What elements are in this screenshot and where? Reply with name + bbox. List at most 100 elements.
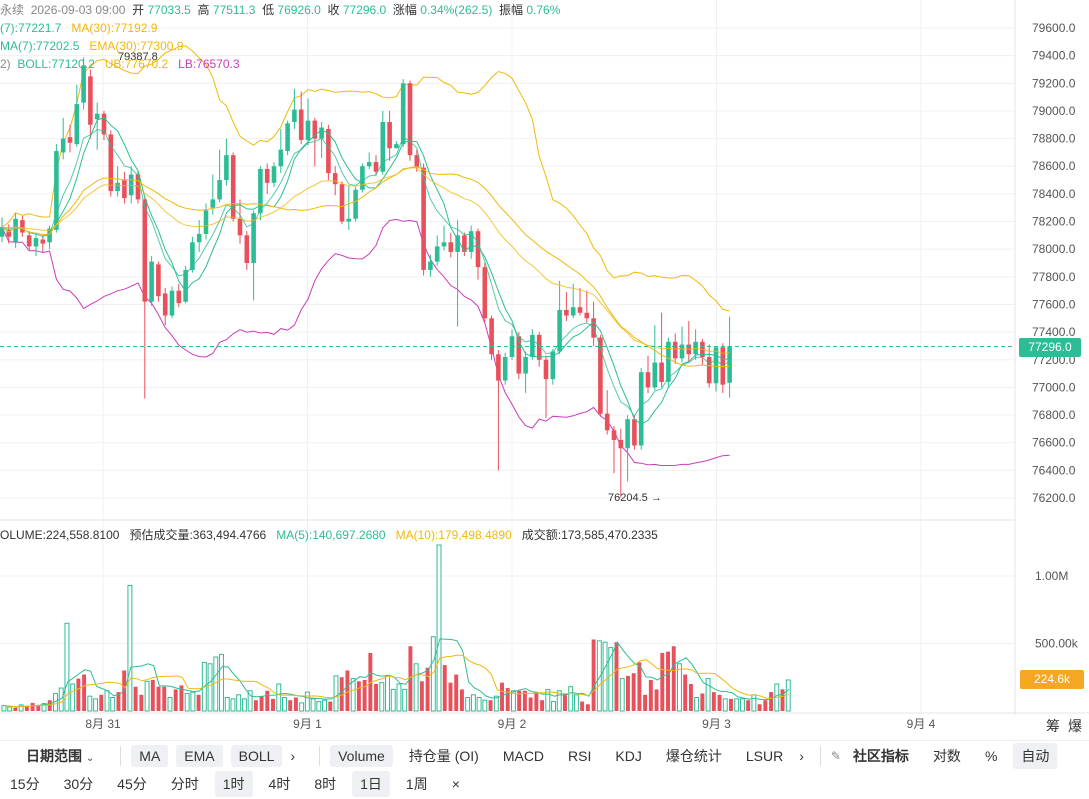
volume-bar (660, 652, 665, 711)
percent-scale-button[interactable]: % (984, 748, 998, 764)
price-tick-label: 79600.0 (1032, 21, 1076, 35)
volume-series (1, 544, 791, 712)
interval-8h[interactable]: 8时 (314, 776, 337, 792)
candle-body (305, 120, 311, 140)
chip-distribution-button[interactable]: 筹 (1046, 718, 1060, 734)
volume-bar (654, 689, 659, 711)
interval-1w[interactable]: 1周 (405, 776, 428, 792)
log-scale-button[interactable]: 对数 (932, 748, 961, 764)
volume-bar (677, 663, 682, 712)
candle-body (468, 231, 474, 252)
date-range-button[interactable]: 日期范围 ⌄ (18, 743, 102, 769)
ma-button[interactable]: MA (131, 745, 169, 767)
volume-bar (47, 700, 52, 711)
candle-body (156, 264, 161, 297)
ma30-value: MA(30):77192.9 (71, 21, 158, 35)
oi-button[interactable]: 持仓量 (OI) (408, 748, 479, 764)
candle-body (618, 439, 624, 449)
price-chart[interactable]: 79600.0 79400.0 79200.0 79000.0 78800.0 78600… (0, 0, 1089, 740)
time-tick-label: 9月 1 (293, 717, 322, 731)
candle-body (366, 162, 372, 167)
volume-bar (173, 689, 178, 711)
boll-button[interactable]: BOLL (230, 745, 283, 767)
date-range-label: 日期范围 (26, 748, 82, 764)
volume-bar (580, 701, 585, 711)
candle-body (713, 347, 719, 384)
price-tick-label: 78000.0 (1032, 242, 1076, 256)
volume-bar (746, 700, 751, 711)
chevron-right-icon[interactable]: › (290, 748, 296, 764)
candle-body (428, 261, 433, 270)
candle-body (176, 290, 182, 304)
price-tick-label: 79200.0 (1032, 76, 1076, 90)
volume-bar (362, 679, 367, 711)
interval-4h[interactable]: 4时 (268, 776, 291, 792)
candle-body (298, 109, 304, 140)
liquidation-stats-button[interactable]: 爆仓统计 (665, 748, 722, 764)
volume-bar (648, 679, 653, 711)
volume-bar (751, 694, 757, 712)
interval-15m[interactable]: 15分 (10, 776, 40, 792)
volume-bar (144, 680, 150, 712)
volume-bar (265, 690, 270, 711)
candle-body (196, 233, 202, 243)
volume-bar (70, 683, 76, 712)
ema-button[interactable]: EMA (176, 745, 223, 767)
volume-button[interactable]: Volume (330, 745, 393, 767)
candle-body (244, 235, 250, 263)
volume-bar (396, 683, 402, 712)
volume-bar (18, 704, 24, 712)
candle-body (387, 122, 392, 149)
interval-30m[interactable]: 30分 (63, 776, 94, 792)
volume-tick-label: 500.00k (1035, 637, 1079, 651)
price-tick-label: 78800.0 (1032, 132, 1076, 146)
volume-bar (442, 665, 447, 711)
close-icon[interactable]: × (451, 776, 460, 792)
macd-button[interactable]: MACD (502, 748, 545, 764)
candle-body (101, 113, 107, 135)
candle-body (489, 318, 494, 355)
change-value: 0.34%(262.5) (420, 3, 493, 17)
liquidation-map-button[interactable]: 爆 (1068, 718, 1082, 734)
price-tick-label: 77400.0 (1032, 325, 1076, 339)
interval-1d[interactable]: 1日 (352, 771, 390, 797)
volume-bar (133, 686, 138, 711)
time-axis: 8月 31 9月 1 9月 2 9月 3 9月 4 (85, 717, 935, 731)
high-marker: 79387.8 (118, 51, 158, 63)
predicted-volume: 预估成交量:363,494.4766 (129, 528, 267, 542)
volume-bar (465, 697, 471, 712)
bollinger-bands (1, 45, 730, 467)
interval-45m[interactable]: 45分 (117, 776, 147, 792)
interval-timeline[interactable]: 分时 (170, 776, 199, 792)
lsur-button[interactable]: LSUR (745, 748, 784, 764)
volume-bar (247, 690, 253, 712)
volume-bar (734, 698, 740, 712)
chevron-right-icon[interactable]: › (799, 748, 804, 764)
community-indicators-button[interactable]: 社区指标 (852, 748, 909, 764)
rsi-button[interactable]: RSI (568, 748, 592, 764)
volume-bar (739, 698, 745, 712)
interval-1h[interactable]: 1时 (214, 771, 253, 797)
candle-body (360, 166, 365, 190)
volume-bar (619, 678, 625, 712)
volume-bar (585, 704, 590, 711)
volume-bar (7, 706, 13, 712)
volume-ma10-line (4, 654, 790, 708)
volume-bar (505, 688, 510, 711)
volume-bar (722, 698, 728, 712)
candle-body (557, 310, 562, 352)
volume-bar (316, 701, 322, 712)
candle-body (666, 341, 671, 382)
kdj-button[interactable]: KDJ (615, 748, 642, 764)
candle-body (81, 65, 86, 103)
volume-bar (236, 694, 242, 712)
auto-scale-button[interactable]: 自动 (1013, 743, 1058, 769)
volume-bar (476, 697, 482, 712)
ma7-value: (7):77221.7 (0, 21, 62, 35)
price-tick-label: 76600.0 (1032, 436, 1076, 450)
chevron-down-icon: ⌄ (85, 753, 95, 764)
volume-bar (293, 697, 298, 711)
volume-bar (602, 641, 608, 712)
divider (319, 746, 321, 766)
volume-bar (510, 690, 516, 712)
